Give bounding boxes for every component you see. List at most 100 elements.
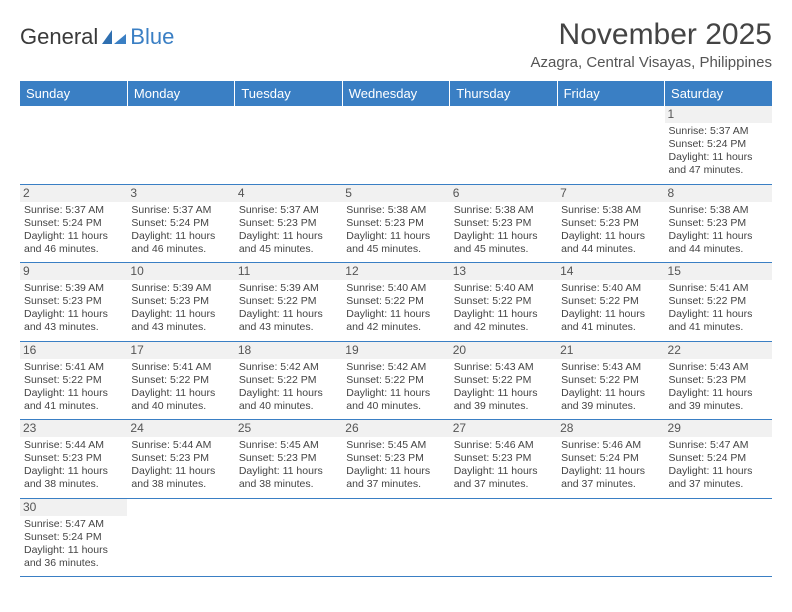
day-number: 1 <box>665 106 772 123</box>
daylight1-text: Daylight: 11 hours <box>24 544 123 557</box>
calendar-cell: 13Sunrise: 5:40 AMSunset: 5:22 PMDayligh… <box>450 263 557 342</box>
day-number: 23 <box>20 420 127 437</box>
daylight2-text: and 38 minutes. <box>24 478 123 491</box>
day-number: 28 <box>557 420 664 437</box>
sunset-text: Sunset: 5:22 PM <box>346 295 445 308</box>
calendar-row: 1Sunrise: 5:37 AMSunset: 5:24 PMDaylight… <box>20 106 772 184</box>
daylight1-text: Daylight: 11 hours <box>561 387 660 400</box>
weekday-header: Friday <box>557 81 664 106</box>
daylight1-text: Daylight: 11 hours <box>239 387 338 400</box>
daylight2-text: and 41 minutes. <box>24 400 123 413</box>
sunrise-text: Sunrise: 5:43 AM <box>454 361 553 374</box>
daylight1-text: Daylight: 11 hours <box>669 151 768 164</box>
daylight1-text: Daylight: 11 hours <box>131 465 230 478</box>
day-number: 18 <box>235 342 342 359</box>
daylight1-text: Daylight: 11 hours <box>24 465 123 478</box>
calendar-row: 16Sunrise: 5:41 AMSunset: 5:22 PMDayligh… <box>20 341 772 420</box>
sunrise-text: Sunrise: 5:37 AM <box>131 204 230 217</box>
calendar-cell <box>665 498 772 577</box>
calendar-cell: 15Sunrise: 5:41 AMSunset: 5:22 PMDayligh… <box>665 263 772 342</box>
calendar-cell: 1Sunrise: 5:37 AMSunset: 5:24 PMDaylight… <box>665 106 772 184</box>
calendar-cell: 23Sunrise: 5:44 AMSunset: 5:23 PMDayligh… <box>20 420 127 499</box>
sunrise-text: Sunrise: 5:40 AM <box>454 282 553 295</box>
sunset-text: Sunset: 5:22 PM <box>239 295 338 308</box>
sunrise-text: Sunrise: 5:37 AM <box>24 204 123 217</box>
calendar-cell: 14Sunrise: 5:40 AMSunset: 5:22 PMDayligh… <box>557 263 664 342</box>
sunset-text: Sunset: 5:24 PM <box>24 217 123 230</box>
daylight1-text: Daylight: 11 hours <box>561 308 660 321</box>
calendar-cell: 28Sunrise: 5:46 AMSunset: 5:24 PMDayligh… <box>557 420 664 499</box>
day-number: 21 <box>557 342 664 359</box>
daylight1-text: Daylight: 11 hours <box>669 230 768 243</box>
sunset-text: Sunset: 5:23 PM <box>669 217 768 230</box>
calendar-cell: 20Sunrise: 5:43 AMSunset: 5:22 PMDayligh… <box>450 341 557 420</box>
calendar-cell <box>235 106 342 184</box>
daylight1-text: Daylight: 11 hours <box>454 465 553 478</box>
sunrise-text: Sunrise: 5:46 AM <box>561 439 660 452</box>
daylight1-text: Daylight: 11 hours <box>24 387 123 400</box>
sunset-text: Sunset: 5:24 PM <box>24 531 123 544</box>
calendar-cell: 30Sunrise: 5:47 AMSunset: 5:24 PMDayligh… <box>20 498 127 577</box>
daylight2-text: and 39 minutes. <box>561 400 660 413</box>
sunset-text: Sunset: 5:24 PM <box>561 452 660 465</box>
sunrise-text: Sunrise: 5:38 AM <box>561 204 660 217</box>
calendar-cell: 5Sunrise: 5:38 AMSunset: 5:23 PMDaylight… <box>342 184 449 263</box>
daylight2-text: and 40 minutes. <box>131 400 230 413</box>
day-number: 11 <box>235 263 342 280</box>
calendar-cell <box>450 498 557 577</box>
sunrise-text: Sunrise: 5:38 AM <box>346 204 445 217</box>
day-number: 20 <box>450 342 557 359</box>
month-title: November 2025 <box>530 18 772 52</box>
day-number: 29 <box>665 420 772 437</box>
calendar-cell <box>20 106 127 184</box>
sunrise-text: Sunrise: 5:38 AM <box>669 204 768 217</box>
daylight1-text: Daylight: 11 hours <box>454 230 553 243</box>
daylight2-text: and 43 minutes. <box>24 321 123 334</box>
calendar-cell: 4Sunrise: 5:37 AMSunset: 5:23 PMDaylight… <box>235 184 342 263</box>
daylight2-text: and 37 minutes. <box>561 478 660 491</box>
sunset-text: Sunset: 5:22 PM <box>239 374 338 387</box>
calendar-cell <box>557 498 664 577</box>
daylight2-text: and 47 minutes. <box>669 164 768 177</box>
sunrise-text: Sunrise: 5:45 AM <box>346 439 445 452</box>
daylight1-text: Daylight: 11 hours <box>131 387 230 400</box>
day-number: 17 <box>127 342 234 359</box>
daylight2-text: and 39 minutes. <box>669 400 768 413</box>
calendar-cell: 21Sunrise: 5:43 AMSunset: 5:22 PMDayligh… <box>557 341 664 420</box>
daylight2-text: and 41 minutes. <box>561 321 660 334</box>
daylight2-text: and 39 minutes. <box>454 400 553 413</box>
day-number: 14 <box>557 263 664 280</box>
day-number: 9 <box>20 263 127 280</box>
day-number: 25 <box>235 420 342 437</box>
calendar-cell <box>127 498 234 577</box>
day-number: 12 <box>342 263 449 280</box>
sunset-text: Sunset: 5:24 PM <box>131 217 230 230</box>
calendar-cell: 17 Sunrise: 5:41 AMSunset: 5:22 PMDayligh… <box>127 341 234 420</box>
brand-logo: General Blue <box>20 24 174 50</box>
day-number: 10 <box>127 263 234 280</box>
day-number: 7 <box>557 185 664 202</box>
daylight1-text: Daylight: 11 hours <box>131 308 230 321</box>
daylight1-text: Daylight: 11 hours <box>239 465 338 478</box>
daylight2-text: and 40 minutes. <box>239 400 338 413</box>
sunrise-text: Sunrise: 5:39 AM <box>131 282 230 295</box>
weekday-header: Saturday <box>665 81 772 106</box>
calendar-row: 9Sunrise: 5:39 AMSunset: 5:23 PMDaylight… <box>20 263 772 342</box>
sunset-text: Sunset: 5:22 PM <box>131 374 230 387</box>
calendar-table: Sunday Monday Tuesday Wednesday Thursday… <box>20 81 772 577</box>
sunrise-text: Sunrise: 5:40 AM <box>561 282 660 295</box>
sunset-text: Sunset: 5:23 PM <box>131 452 230 465</box>
sunset-text: Sunset: 5:23 PM <box>24 452 123 465</box>
sunset-text: Sunset: 5:24 PM <box>669 452 768 465</box>
sunrise-text: Sunrise: 5:41 AM <box>131 361 230 374</box>
daylight2-text: and 43 minutes. <box>239 321 338 334</box>
daylight1-text: Daylight: 11 hours <box>24 230 123 243</box>
daylight2-text: and 46 minutes. <box>131 243 230 256</box>
calendar-cell: 22Sunrise: 5:43 AMSunset: 5:23 PMDayligh… <box>665 341 772 420</box>
sunrise-text: Sunrise: 5:38 AM <box>454 204 553 217</box>
sunrise-text: Sunrise: 5:43 AM <box>669 361 768 374</box>
calendar-cell: 18Sunrise: 5:42 AMSunset: 5:22 PMDayligh… <box>235 341 342 420</box>
daylight1-text: Daylight: 11 hours <box>24 308 123 321</box>
calendar-row: 30Sunrise: 5:47 AMSunset: 5:24 PMDayligh… <box>20 498 772 577</box>
brand-part2: Blue <box>130 24 174 50</box>
